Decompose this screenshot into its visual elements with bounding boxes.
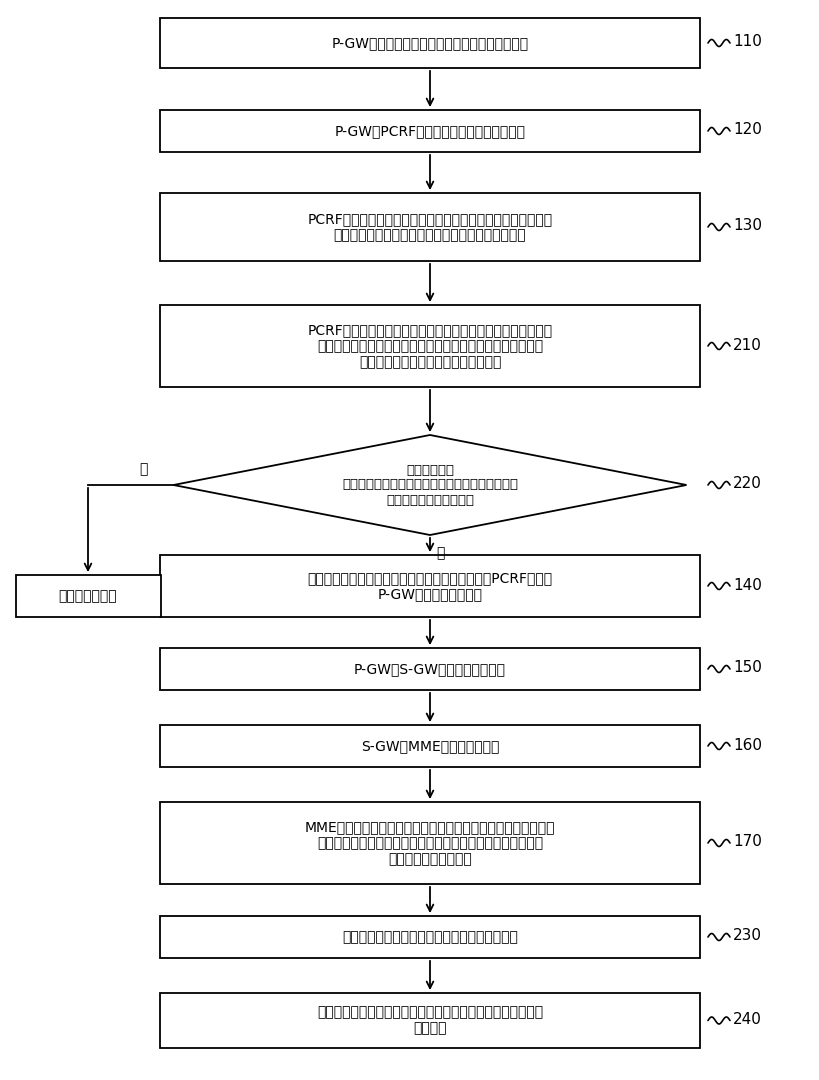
FancyBboxPatch shape xyxy=(160,305,700,387)
Text: 120: 120 xyxy=(733,122,762,137)
Text: 130: 130 xyxy=(733,218,762,233)
Text: 210: 210 xyxy=(733,337,762,352)
FancyBboxPatch shape xyxy=(160,18,700,68)
Text: 230: 230 xyxy=(733,929,762,944)
FancyBboxPatch shape xyxy=(160,648,700,690)
FancyBboxPatch shape xyxy=(160,993,700,1048)
FancyBboxPatch shape xyxy=(160,802,700,885)
Text: S-GW向MME转发载删除请求: S-GW向MME转发载删除请求 xyxy=(361,739,500,753)
Text: PCRF设备获取指定网络中各用户的用户签约级别信息和流量的
业务类型信息、接入基站的位置信息、以及当前的时间信息，
以用户接入基站的位置作为用户的位置: PCRF设备获取指定网络中各用户的用户签约级别信息和流量的 业务类型信息、接入基… xyxy=(307,323,553,369)
FancyBboxPatch shape xyxy=(16,575,161,617)
FancyBboxPatch shape xyxy=(160,725,700,767)
Polygon shape xyxy=(174,435,686,535)
Text: 是: 是 xyxy=(436,546,444,561)
Text: 160: 160 xyxy=(733,738,762,753)
Text: 240: 240 xyxy=(733,1012,762,1027)
Text: 110: 110 xyxy=(733,35,762,50)
FancyBboxPatch shape xyxy=(160,555,700,617)
Text: 150: 150 xyxy=(733,661,762,675)
Text: 用户终端在定时器的设定时间范围内，不再尝试接入被断开的
指定网络: 用户终端在定时器的设定时间范围内，不再尝试接入被断开的 指定网络 xyxy=(317,1005,543,1036)
Text: 基站向该待切换用户的用户终端发送一个定时器: 基站向该待切换用户的用户终端发送一个定时器 xyxy=(342,930,518,944)
Text: P-GW接收基站实时上报的该基站的无线拥塞信息: P-GW接收基站实时上报的该基站的无线拥塞信息 xyxy=(332,36,528,50)
Text: PCRF设备根据接收到的基站的无线拥塞信息对应的拥塞严重程
度，获取该拥塞严重程度对应的网络接入与切换策略: PCRF设备根据接收到的基站的无线拥塞信息对应的拥塞严重程 度，获取该拥塞严重程… xyxy=(307,212,553,242)
Text: 170: 170 xyxy=(733,835,762,850)
Text: 不执行后续流程: 不执行后续流程 xyxy=(59,589,117,603)
Text: 220: 220 xyxy=(733,476,762,491)
FancyBboxPatch shape xyxy=(160,193,700,261)
Text: 否: 否 xyxy=(138,462,147,476)
Text: 140: 140 xyxy=(733,578,762,593)
Text: P-GW向PCRF设备上报基站的无线拥塞信息: P-GW向PCRF设备上报基站的无线拥塞信息 xyxy=(334,124,526,138)
FancyBboxPatch shape xyxy=(160,110,700,152)
FancyBboxPatch shape xyxy=(160,916,700,958)
Text: P-GW向S-GW发送承载删除请求: P-GW向S-GW发送承载删除请求 xyxy=(354,662,506,676)
Text: 根据获取到的
网络接入与切换策略判断是否有用户的流量需要从
指定网络切换到其它网络: 根据获取到的 网络接入与切换策略判断是否有用户的流量需要从 指定网络切换到其它网… xyxy=(342,463,518,507)
Text: MME控制待切换用户的用户终端和基站触发网络切换流程，根据
载删除请求中的承载标识逐一删除待切换用户的承载并引导其
用户终端接入其它网络: MME控制待切换用户的用户终端和基站触发网络切换流程，根据 载删除请求中的承载标… xyxy=(305,820,555,866)
Text: 若有用户的流量需要从指定网络切换到其它网络，PCRF设备向
P-GW发送断网通知消息: 若有用户的流量需要从指定网络切换到其它网络，PCRF设备向 P-GW发送断网通知… xyxy=(307,571,553,602)
